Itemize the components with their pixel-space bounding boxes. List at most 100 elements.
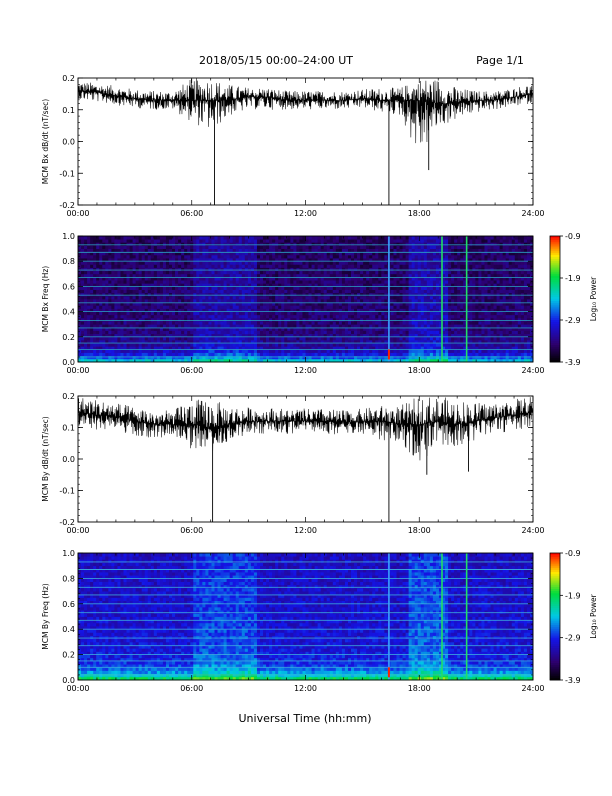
spectrogram-cell [369, 312, 372, 316]
spectrogram-cell [381, 312, 384, 316]
spectrogram-cell [154, 337, 157, 341]
spectrogram-cell [284, 353, 287, 357]
spectrogram-cell [409, 356, 412, 360]
spectrogram-cell [293, 290, 296, 294]
spectrogram-cell [257, 343, 260, 347]
spectrogram-cell [430, 271, 433, 275]
spectrogram-cell [324, 268, 327, 272]
spectrogram-cell [187, 264, 190, 268]
spectrogram-cell [381, 274, 384, 278]
spectrogram-cell [406, 305, 409, 309]
spectrogram-cell [384, 312, 387, 316]
spectrogram-cell [299, 312, 302, 316]
spectrogram-cell [148, 337, 151, 341]
spectrogram-cell [102, 353, 105, 357]
spectrogram-cell [445, 331, 448, 335]
spectrogram-cell [218, 337, 221, 341]
spectrogram-cell [384, 245, 387, 249]
spectrogram-cell [424, 268, 427, 272]
spectrogram-cell [406, 349, 409, 353]
spectrogram-cell [187, 356, 190, 360]
spectrogram-cell [390, 343, 393, 347]
spectrogram-cell [139, 343, 142, 347]
spectrogram-cell [375, 299, 378, 303]
spectrogram-cell [130, 353, 133, 357]
spectrogram-cell [421, 337, 424, 341]
spectrogram-cell [284, 242, 287, 246]
spectrogram-cell [181, 324, 184, 328]
spectrogram-cell [369, 264, 372, 268]
spectrogram-cell [78, 280, 81, 284]
spectrogram-cell [372, 236, 375, 240]
spectrogram-cell [351, 261, 354, 265]
spectrogram-cell [166, 286, 169, 290]
spectrogram-cell [239, 349, 242, 353]
spectrogram-cell [148, 286, 151, 290]
spectrogram-cell [430, 299, 433, 303]
spectrogram-cell [409, 337, 412, 341]
spectrogram-cell [430, 249, 433, 253]
spectrogram-cell [124, 312, 127, 316]
spectrogram-cell [169, 249, 172, 253]
spectrogram-cell [199, 268, 202, 272]
spectrogram-cell [114, 305, 117, 309]
spectrogram-cell [87, 290, 90, 294]
spectrogram-cell [315, 290, 318, 294]
spectrogram-cell [281, 343, 284, 347]
spectrogram-cell [218, 245, 221, 249]
spectrogram-cell [360, 274, 363, 278]
spectrogram-cell [87, 349, 90, 353]
spectrogram-cell [284, 315, 287, 319]
spectrogram-cell [384, 299, 387, 303]
spectrogram-cell [215, 239, 218, 243]
spectrogram-cell [84, 343, 87, 347]
spectrogram-cell [312, 324, 315, 328]
spectrogram-cell [142, 349, 145, 353]
spectrogram-cell [221, 249, 224, 253]
spectrogram-cell [245, 255, 248, 259]
spectrogram-cell [160, 249, 163, 253]
spectrogram-cell [363, 255, 366, 259]
spectrogram-cell [436, 239, 439, 243]
spectrogram-cell [321, 331, 324, 335]
spectrogram-cell [81, 242, 84, 246]
spectrogram-cell [266, 343, 269, 347]
y-tick-label: 0.1 [62, 106, 75, 115]
spectrogram-cell [400, 312, 403, 316]
spectrogram-cell [278, 315, 281, 319]
spectrogram-cell [96, 321, 99, 325]
spectrogram-cell [193, 293, 196, 297]
spectrogram-cell [190, 337, 193, 341]
spectrogram-cell [211, 245, 214, 249]
spectrogram-cell [354, 321, 357, 325]
spectrogram-cell [330, 312, 333, 316]
spectrogram-cell [93, 286, 96, 290]
spectrogram-cell [390, 290, 393, 294]
spectrogram-cell [117, 286, 120, 290]
spectrogram-cell [275, 268, 278, 272]
spectrogram-cell [211, 296, 214, 300]
spectrogram-cell [290, 353, 293, 357]
spectrogram-cell [148, 318, 151, 322]
spectrogram-cell [142, 245, 145, 249]
spectrogram-cell [372, 296, 375, 300]
spectrogram-cell [190, 318, 193, 322]
spectrogram-cell [418, 321, 421, 325]
spectrogram-cell [357, 293, 360, 297]
spectrogram-cell [345, 337, 348, 341]
spectrogram-cell [205, 356, 208, 360]
spectrogram-cell [378, 274, 381, 278]
spectrogram-cell [130, 268, 133, 272]
spectrogram-cell [263, 315, 266, 319]
x-tick-label: 06:00 [180, 209, 203, 218]
spectrogram-cell [160, 343, 163, 347]
spectrogram-cell [390, 353, 393, 357]
spectrogram-cell [272, 271, 275, 275]
spectrogram-cell [339, 286, 342, 290]
spectrogram-cell [357, 349, 360, 353]
spectrogram-cell [345, 261, 348, 265]
spectrogram-cell [190, 280, 193, 284]
spectrogram-cell [202, 312, 205, 316]
spectrogram-cell [175, 349, 178, 353]
spectrogram-cell [397, 318, 400, 322]
